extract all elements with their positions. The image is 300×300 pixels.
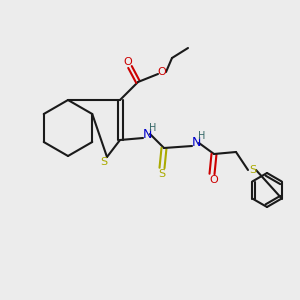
Text: H: H — [149, 123, 157, 133]
Text: S: S — [158, 169, 166, 179]
Text: S: S — [100, 157, 108, 167]
Text: H: H — [198, 131, 206, 141]
Text: O: O — [210, 175, 218, 185]
Text: S: S — [249, 165, 256, 175]
Text: N: N — [142, 128, 152, 140]
Text: N: N — [191, 136, 201, 148]
Text: O: O — [158, 67, 166, 77]
Text: O: O — [124, 57, 132, 67]
